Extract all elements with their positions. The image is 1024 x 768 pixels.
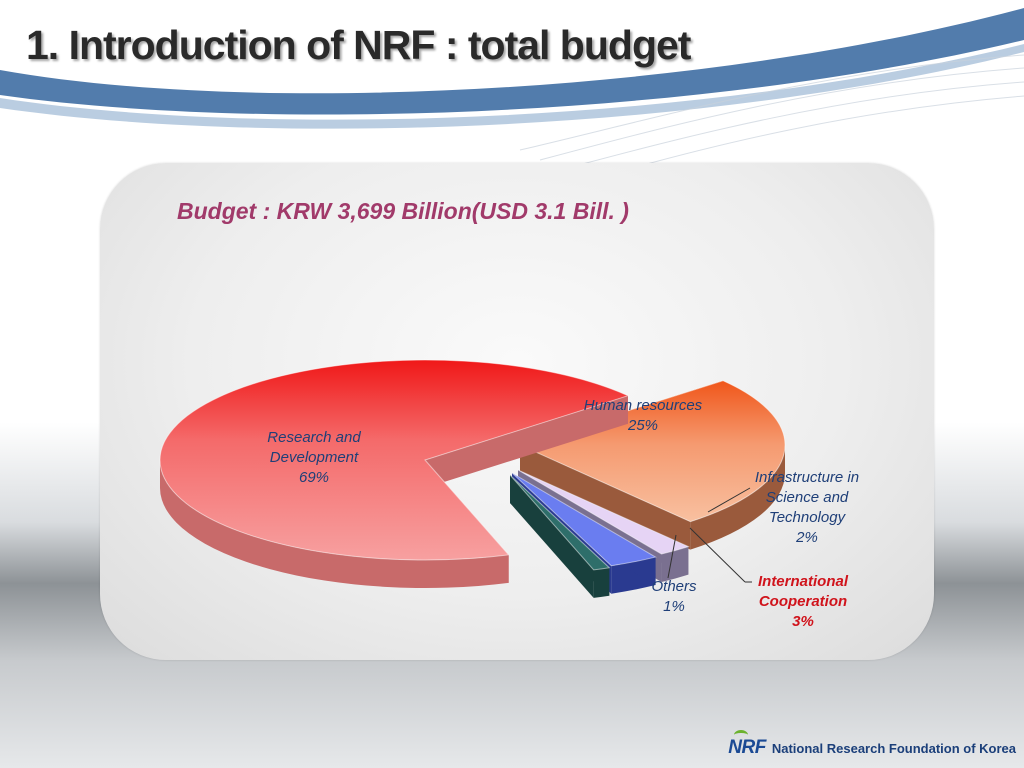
leader-line-international (689, 527, 746, 583)
slice-value: 69% (298, 469, 330, 486)
nrf-logo-mark: NRF (728, 730, 766, 758)
footer-logo: NRF National Research Foundation of Kore… (728, 730, 1016, 763)
slice-name: Research and Development (267, 429, 361, 466)
slice-value: 2% (796, 529, 818, 546)
slice-value: 3% (792, 613, 814, 630)
leader-line-infrastructure (707, 487, 751, 513)
pie-slice-top (517, 469, 690, 555)
slice-label-infrastructure: Infrastructure in Science and Technology… (727, 468, 887, 548)
pie-slice-cut-face (425, 395, 629, 488)
pie-slice-others (509, 474, 611, 598)
slice-label-research-development: Research and Development 69% (234, 428, 394, 488)
slice-label-others: Others 1% (594, 577, 754, 617)
pie-slice-top (159, 359, 630, 561)
org-name: National Research Foundation of Korea (771, 740, 1016, 756)
pie-slice-top (511, 472, 657, 567)
pie-slice-side (160, 460, 509, 588)
chart-title: Budget : KRW 3,699 Billion(USD 3.1 Bill.… (177, 198, 629, 224)
slice-value: 1% (663, 598, 685, 615)
slide-title: 1. Introduction of NRF : total budget (26, 22, 691, 68)
pie-slice-side (690, 445, 786, 550)
slice-value: 25% (627, 417, 659, 434)
pie-slice-cut-face (520, 445, 691, 550)
pie-slice-cut-face (510, 475, 594, 598)
slice-name: Human resources (583, 397, 703, 414)
header-swoosh-light (0, 44, 1024, 129)
pie-slice-top (509, 474, 611, 571)
slice-label-human-resources: Human resources 25% (563, 396, 723, 436)
header-swoosh (0, 8, 1024, 115)
slice-name: Others (651, 578, 697, 595)
slice-name: International Cooperation (757, 573, 848, 610)
pie-slice-top (518, 380, 786, 523)
slice-label-international-cooperation: International Cooperation 3% (723, 572, 883, 632)
leader-line-others (667, 534, 677, 579)
pie-slice-research-development (159, 359, 630, 588)
pie-slice-human-resources (518, 380, 786, 550)
slice-name: Infrastructure in Science and Technology (754, 469, 860, 526)
